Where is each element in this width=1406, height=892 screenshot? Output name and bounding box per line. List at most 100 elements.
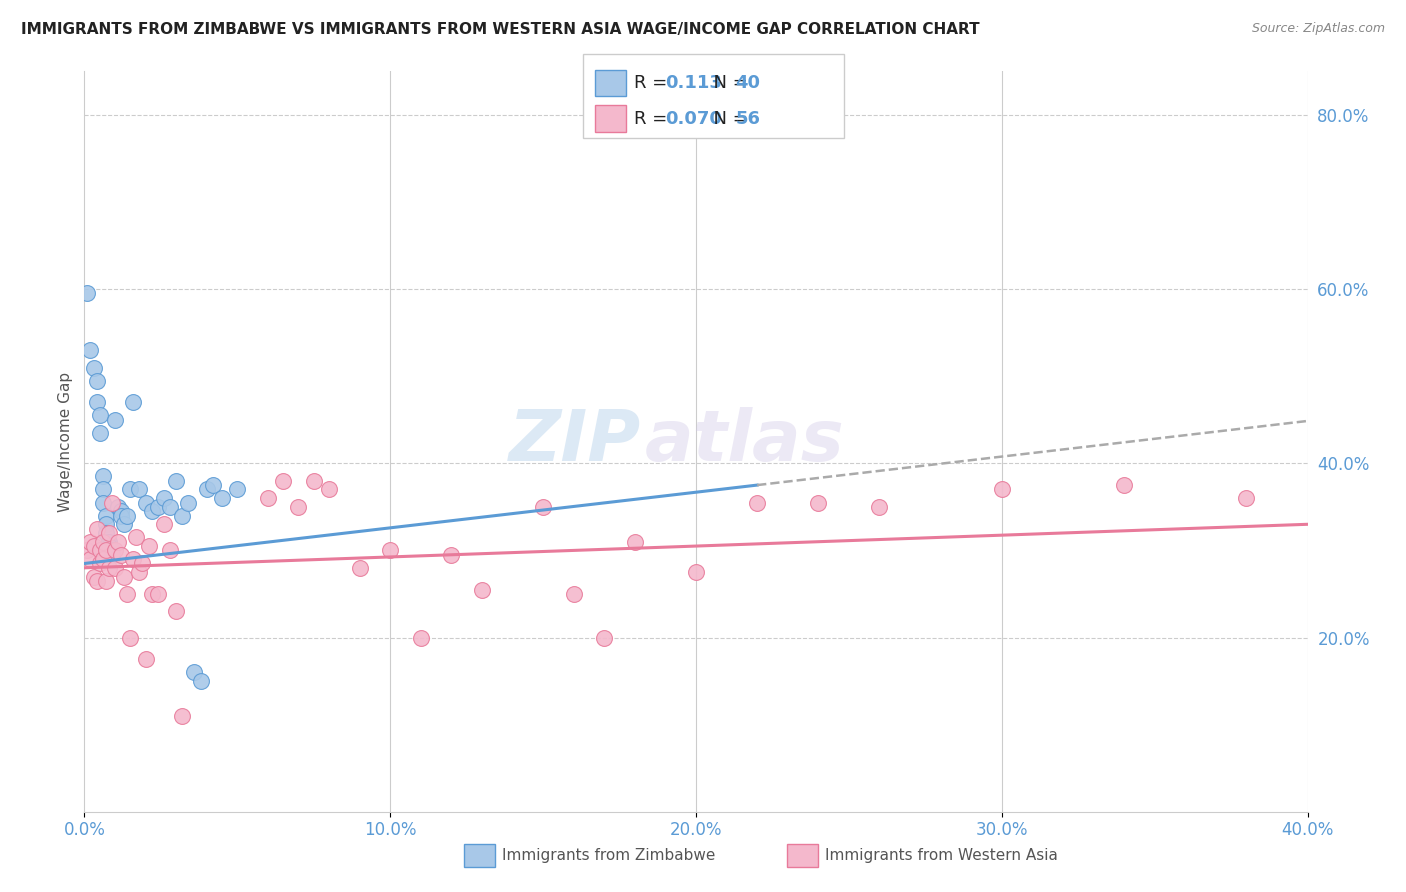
Point xyxy=(104,413,127,427)
Point xyxy=(211,491,233,505)
Point xyxy=(141,504,163,518)
Point xyxy=(302,474,325,488)
Point xyxy=(624,534,647,549)
Point xyxy=(94,517,117,532)
Point xyxy=(112,517,135,532)
Point xyxy=(409,631,432,645)
Point xyxy=(593,631,616,645)
Point xyxy=(97,539,120,553)
Point xyxy=(471,582,494,597)
Text: 56: 56 xyxy=(735,110,761,128)
Point xyxy=(94,543,117,558)
Point xyxy=(135,495,157,509)
Point xyxy=(271,474,294,488)
Point xyxy=(440,548,463,562)
Text: 0.070: 0.070 xyxy=(665,110,721,128)
Point xyxy=(91,552,114,566)
Point xyxy=(86,395,108,409)
Point xyxy=(172,709,194,723)
Point xyxy=(195,483,218,497)
Point xyxy=(101,495,124,509)
Point xyxy=(94,526,117,541)
Text: R =: R = xyxy=(634,110,673,128)
Point xyxy=(94,574,117,588)
Point xyxy=(128,565,150,579)
Point xyxy=(226,483,249,497)
Text: N =: N = xyxy=(702,110,754,128)
Point xyxy=(83,360,105,375)
Text: 0.113: 0.113 xyxy=(665,74,721,92)
Point xyxy=(122,395,145,409)
Y-axis label: Wage/Income Gap: Wage/Income Gap xyxy=(58,371,73,512)
Point xyxy=(141,587,163,601)
Point xyxy=(91,469,114,483)
Point xyxy=(153,517,176,532)
Point xyxy=(1114,478,1136,492)
Point xyxy=(122,552,145,566)
Point xyxy=(97,561,120,575)
Point xyxy=(101,543,124,558)
Point xyxy=(89,557,111,571)
Point xyxy=(91,495,114,509)
Point xyxy=(94,508,117,523)
Point xyxy=(110,504,132,518)
Point xyxy=(79,552,101,566)
Point xyxy=(79,534,101,549)
Point xyxy=(79,343,101,357)
Text: Source: ZipAtlas.com: Source: ZipAtlas.com xyxy=(1251,22,1385,36)
Point xyxy=(110,508,132,523)
Point xyxy=(135,652,157,666)
Point xyxy=(89,543,111,558)
Point xyxy=(89,409,111,423)
Text: ZIP: ZIP xyxy=(509,407,641,476)
Point xyxy=(159,543,181,558)
Point xyxy=(91,483,114,497)
Point xyxy=(107,500,129,514)
Point xyxy=(120,483,142,497)
Point xyxy=(76,543,98,558)
Point xyxy=(257,491,280,505)
Point xyxy=(86,522,108,536)
Point xyxy=(287,500,309,514)
Point xyxy=(562,587,585,601)
Point xyxy=(138,539,160,553)
Point xyxy=(747,495,769,509)
Point xyxy=(110,548,132,562)
Point xyxy=(146,500,169,514)
Point xyxy=(318,483,340,497)
Point xyxy=(104,561,127,575)
Point xyxy=(380,543,402,558)
Point xyxy=(83,539,105,553)
Point xyxy=(807,495,830,509)
Point xyxy=(685,565,707,579)
Point xyxy=(159,500,181,514)
Point xyxy=(165,604,187,618)
Point xyxy=(177,495,200,509)
Point xyxy=(172,508,194,523)
Point xyxy=(201,478,224,492)
Text: atlas: atlas xyxy=(644,407,845,476)
Text: IMMIGRANTS FROM ZIMBABWE VS IMMIGRANTS FROM WESTERN ASIA WAGE/INCOME GAP CORRELA: IMMIGRANTS FROM ZIMBABWE VS IMMIGRANTS F… xyxy=(21,22,980,37)
Point xyxy=(165,474,187,488)
Text: Immigrants from Zimbabwe: Immigrants from Zimbabwe xyxy=(502,848,716,863)
Text: Immigrants from Western Asia: Immigrants from Western Asia xyxy=(825,848,1059,863)
Point xyxy=(991,483,1014,497)
Text: 40: 40 xyxy=(735,74,761,92)
Point xyxy=(125,530,148,544)
Point xyxy=(86,374,108,388)
Text: R =: R = xyxy=(634,74,673,92)
Point xyxy=(107,534,129,549)
Point xyxy=(190,674,212,689)
Point xyxy=(97,534,120,549)
Point xyxy=(112,569,135,583)
Point xyxy=(115,508,138,523)
Point xyxy=(349,561,371,575)
Text: N =: N = xyxy=(702,74,754,92)
Point xyxy=(89,425,111,440)
Point xyxy=(128,483,150,497)
Point xyxy=(869,500,891,514)
Point xyxy=(183,665,205,680)
Point xyxy=(1236,491,1258,505)
Point xyxy=(91,534,114,549)
Point xyxy=(153,491,176,505)
